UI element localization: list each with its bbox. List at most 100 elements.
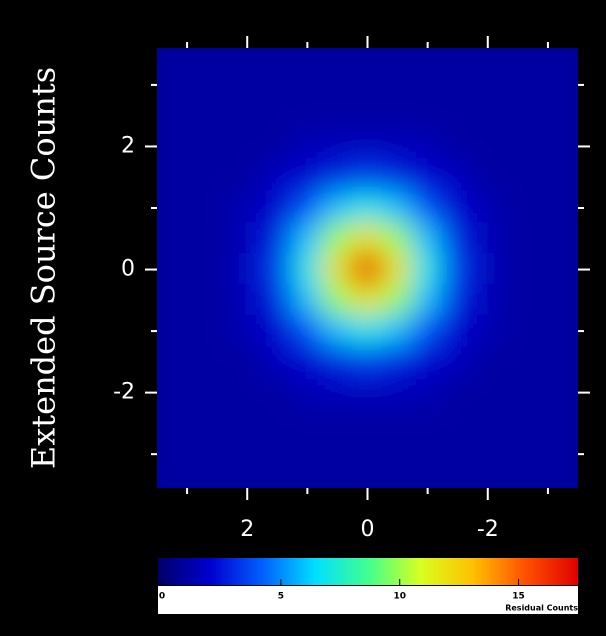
heatmap-cell	[411, 130, 444, 163]
heatmap-cell	[201, 376, 234, 409]
heatmap-cell	[231, 376, 264, 409]
heatmap-cell	[351, 376, 384, 409]
heatmap-cell	[381, 222, 414, 256]
heatmap-cell	[531, 48, 564, 71]
heatmap-cell	[321, 407, 354, 440]
heatmap-cell	[531, 160, 564, 194]
heatmap-cell	[201, 191, 234, 225]
heatmap-cell	[201, 407, 234, 440]
heatmap-cell	[351, 314, 384, 348]
heatmap-cell	[561, 68, 578, 102]
heatmap-cell	[157, 68, 174, 102]
heatmap-cell	[261, 222, 294, 256]
heatmap-cell	[471, 130, 504, 163]
heatmap-cell	[441, 283, 474, 317]
heatmap-cell	[157, 191, 174, 225]
heatmap-cell	[157, 99, 174, 133]
heatmap-cell	[231, 345, 264, 379]
heatmap-cell	[171, 99, 204, 133]
y-tick-label: 0	[121, 257, 135, 282]
heatmap-cell	[261, 191, 294, 225]
heatmap-cell	[471, 283, 504, 317]
heatmap-cell	[411, 283, 444, 317]
heatmap-cell	[561, 437, 578, 471]
heatmap-cell	[411, 99, 444, 133]
heatmap-cell	[411, 407, 444, 440]
heatmap-cell	[531, 314, 564, 348]
colorbar	[158, 558, 578, 585]
heatmap-cell	[471, 68, 504, 102]
heatmap-cell	[231, 130, 264, 163]
heatmap-cell	[261, 130, 294, 163]
colorbar-tick-label: 0	[159, 592, 165, 602]
heatmap-cell	[231, 283, 264, 317]
colorbar-label: Residual Counts	[505, 604, 578, 613]
heatmap-cell	[321, 130, 354, 163]
heatmap-cell	[321, 99, 354, 133]
heatmap-cell	[531, 99, 564, 133]
heatmap-cell	[171, 437, 204, 471]
heatmap-cell	[441, 191, 474, 225]
heatmap-cell	[531, 68, 564, 102]
heatmap-cell	[201, 468, 234, 488]
heatmap-cell	[231, 468, 264, 488]
heatmap-cell	[231, 314, 264, 348]
heatmap-cell	[531, 345, 564, 379]
heatmap-cell	[471, 468, 504, 488]
heatmap-cell	[501, 48, 534, 71]
heatmap-cell	[351, 437, 384, 471]
heatmap-cell	[411, 160, 444, 194]
heatmap-cell	[501, 160, 534, 194]
heatmap-cell	[471, 99, 504, 133]
heatmap-cell	[261, 376, 294, 409]
heatmap-cell	[471, 437, 504, 471]
heatmap-cell	[531, 283, 564, 317]
heatmap-cell	[201, 283, 234, 317]
heatmap-cell	[381, 48, 414, 71]
heatmap-cell	[411, 48, 444, 71]
y-tick-label: 2	[121, 133, 135, 158]
heatmap-cell	[441, 345, 474, 379]
heatmap-cell	[441, 222, 474, 256]
heatmap-cell	[201, 48, 234, 71]
heatmap-cell	[381, 345, 414, 379]
heatmap-cell	[321, 68, 354, 102]
heatmap-cell	[411, 376, 444, 409]
heatmap-cell	[531, 376, 564, 409]
heatmap-cell	[261, 468, 294, 488]
heatmap-cell	[531, 130, 564, 163]
heatmap-cell	[231, 407, 264, 440]
heatmap-cell	[351, 253, 384, 286]
heatmap	[157, 48, 578, 488]
heatmap-cell	[411, 68, 444, 102]
colorbar-tick-label: 5	[278, 592, 284, 602]
heatmap-cell	[501, 407, 534, 440]
heatmap-cell	[157, 314, 174, 348]
heatmap-cell	[291, 437, 324, 471]
heatmap-cell	[291, 48, 324, 71]
heatmap-cell	[501, 130, 534, 163]
heatmap-cell	[231, 160, 264, 194]
heatmap-cell	[291, 376, 324, 409]
heatmap-cell	[471, 191, 504, 225]
heatmap-cell	[561, 283, 578, 317]
heatmap-cell	[291, 99, 324, 133]
heatmap-cell	[441, 468, 474, 488]
heatmap-cell	[471, 253, 504, 286]
heatmap-cell	[321, 48, 354, 71]
heatmap-cell	[157, 345, 174, 379]
heatmap-cell	[157, 222, 174, 256]
heatmap-cell	[261, 68, 294, 102]
heatmap-cell	[261, 283, 294, 317]
heatmap-cell	[291, 283, 324, 317]
heatmap-cell	[501, 437, 534, 471]
heatmap-cell	[531, 191, 564, 225]
heatmap-cell	[381, 468, 414, 488]
heatmap-cell	[157, 160, 174, 194]
heatmap-cell	[471, 345, 504, 379]
heatmap-cell	[261, 253, 294, 286]
heatmap-cell	[561, 376, 578, 409]
heatmap-cell	[501, 345, 534, 379]
heatmap-cell	[291, 345, 324, 379]
